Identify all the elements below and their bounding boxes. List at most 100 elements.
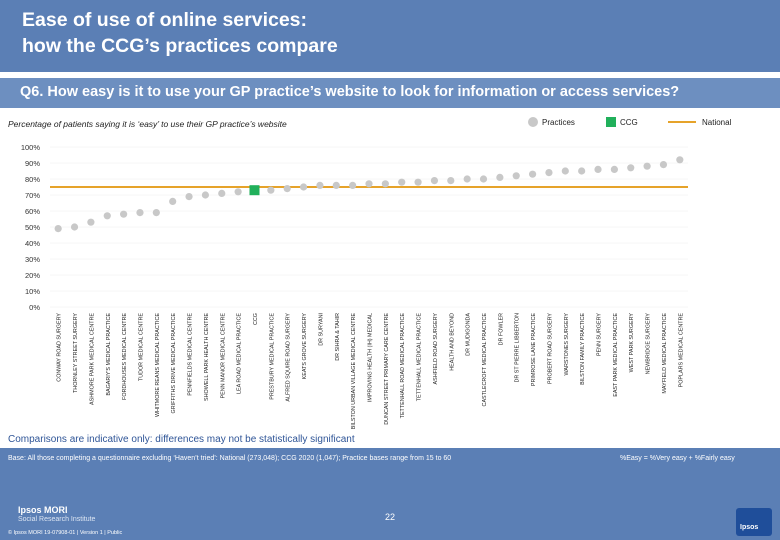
x-category-label: BAGARIY'S MEDICAL PRACTICE <box>106 313 112 396</box>
copyright-text: © Ipsos MORI 19-07908-01 | Version 1 | P… <box>8 530 123 536</box>
practice-marker <box>332 181 340 189</box>
x-category-label: PRIMROSE LANE PRACTICE <box>531 313 537 386</box>
practice-marker <box>561 167 569 175</box>
practice-marker <box>594 165 602 173</box>
y-tick-label: 80% <box>25 175 40 184</box>
y-tick-label: 100% <box>21 143 41 152</box>
header-bar <box>0 0 780 72</box>
practice-marker <box>430 177 439 185</box>
x-category-label: LEA ROAD MEDICAL PRACTICE <box>237 313 243 394</box>
practice-marker <box>349 181 357 189</box>
y-tick-label: 30% <box>25 255 40 264</box>
practice-marker <box>120 210 128 218</box>
x-category-label: MAYFIELD MEDICAL PRACTICE <box>662 313 668 394</box>
x-category-label: DR SURYANI <box>318 313 324 346</box>
practice-marker <box>185 193 193 201</box>
practice-marker <box>136 209 144 217</box>
practice-marker <box>528 170 537 178</box>
practice-marker <box>316 181 324 189</box>
x-category-label: EAST PARK MEDICAL PRACTICE <box>613 313 619 397</box>
practice-marker <box>299 183 308 191</box>
x-category-label: WEST PARK SURGERY <box>629 313 635 373</box>
logo-text: Ipsos <box>740 524 759 531</box>
x-category-label: BILSTON FAMILY PRACTICE <box>580 313 586 385</box>
ipsos-logo-icon <box>736 508 772 536</box>
x-category-label: THORNLEY STREET SURGERY <box>73 313 79 393</box>
x-category-label: KEATS GROVE SURGERY <box>302 313 308 380</box>
x-category-label: SHOWELL PARK HEALTH CENTRE <box>204 313 210 401</box>
y-tick-label: 50% <box>25 223 40 232</box>
legend-national-label: National <box>702 118 732 127</box>
x-category-label: PROBERT ROAD SURGERY <box>547 313 553 384</box>
brand-name: Ipsos MORI <box>18 505 68 515</box>
easy-definition-note: %Easy = %Very easy + %Fairly easy <box>620 455 735 462</box>
page-number: 22 <box>385 512 396 522</box>
x-category-label: TUDOR MEDICAL CENTRE <box>138 313 144 381</box>
x-category-label: DR SIHRA & TAHIR <box>335 313 341 361</box>
x-category-label: CCG <box>253 313 259 325</box>
chart-subtitle: Percentage of patients saying it is ‘eas… <box>8 119 287 129</box>
legend-ccg-label: CCG <box>620 118 638 127</box>
base-note: Base: All those completing a questionnai… <box>8 455 452 462</box>
practice-marker <box>152 209 160 217</box>
x-category-label: POPLARS MEDICAL CENTRE <box>678 313 684 388</box>
brand-subtitle: Social Research Institute <box>18 516 96 523</box>
x-category-label: WHITMORE REANS MEDICAL PRACTICE <box>155 313 161 417</box>
y-tick-label: 40% <box>25 239 40 248</box>
legend-practices-label: Practices <box>542 118 575 127</box>
x-category-label: TETTENHALL MEDICAL PRACTICE <box>417 313 423 402</box>
practice-marker <box>234 188 242 196</box>
x-category-label: PENN MANOR MEDICAL CENTRE <box>220 313 226 399</box>
practice-marker <box>103 212 111 220</box>
y-tick-label: 10% <box>25 287 40 296</box>
x-category-label: CASTLECROFT MEDICAL PRACTICE <box>482 313 488 407</box>
x-category-label: DR MUDIGONDA <box>466 313 472 356</box>
practice-marker <box>365 180 373 188</box>
practice-marker <box>267 186 275 194</box>
practice-marker <box>283 185 291 193</box>
practice-marker <box>643 162 651 170</box>
practice-marker <box>578 167 586 175</box>
practice-marker <box>87 218 95 226</box>
x-category-label: HEALTH AND BEYOND <box>449 313 455 371</box>
practice-marker <box>659 161 668 169</box>
question-bar <box>0 78 780 108</box>
practice-marker <box>610 165 618 173</box>
practice-marker <box>447 177 455 185</box>
x-category-label: DR FOWLER <box>498 313 504 345</box>
practice-marker <box>479 175 488 183</box>
page-title: Ease of use of online services: how the … <box>22 7 338 59</box>
practice-marker <box>676 156 684 164</box>
practice-marker <box>398 178 406 186</box>
practice-marker <box>70 223 79 231</box>
y-tick-label: 20% <box>25 271 40 280</box>
y-tick-label: 90% <box>25 159 40 168</box>
x-category-label: GRIFFITHS DRIVE MEDICAL PRACTICE <box>171 313 177 414</box>
practice-marker <box>218 189 226 197</box>
ccg-marker-icon <box>606 117 616 127</box>
comparison-note: Comparisons are indicative only: differe… <box>8 434 355 445</box>
chart: 0% 10% 20% 30% 40% 50% 60% 70% 80% 90% 100% CONWAY … <box>21 143 688 429</box>
national-line-icon <box>668 121 696 123</box>
title-line-1: Ease of use of online services: <box>22 9 308 31</box>
practice-marker <box>414 178 422 186</box>
practice-marker <box>381 180 389 188</box>
practice-marker <box>169 197 177 205</box>
practices-marker-icon <box>528 117 538 127</box>
x-category-label: TETTENHALL ROAD MEDICAL PRACTICE <box>400 313 406 419</box>
x-category-label: DUNCAN STREET PRIMARY CARE CENTRE <box>384 313 390 425</box>
practice-marker <box>545 169 553 177</box>
x-category-label: WARSTONES SURGERY <box>564 313 570 376</box>
x-category-label: ASHMORE PARK MEDICAL CENTRE <box>89 313 95 405</box>
x-category-label: DR ST PIERRE LIBBERTON <box>515 313 521 383</box>
x-category-label: CONWAY ROAD SURGERY <box>57 313 63 382</box>
question-text: Q6. How easy is it to use your GP practi… <box>20 84 680 100</box>
practice-marker <box>627 164 635 172</box>
practice-marker <box>54 225 62 233</box>
x-category-label: NEWBRIDGE SURGERY <box>646 313 652 375</box>
y-tick-label: 60% <box>25 207 40 216</box>
y-tick-label: 70% <box>25 191 40 200</box>
practice-marker <box>201 191 210 199</box>
practice-marker <box>496 173 504 181</box>
footer-bar <box>0 448 780 540</box>
